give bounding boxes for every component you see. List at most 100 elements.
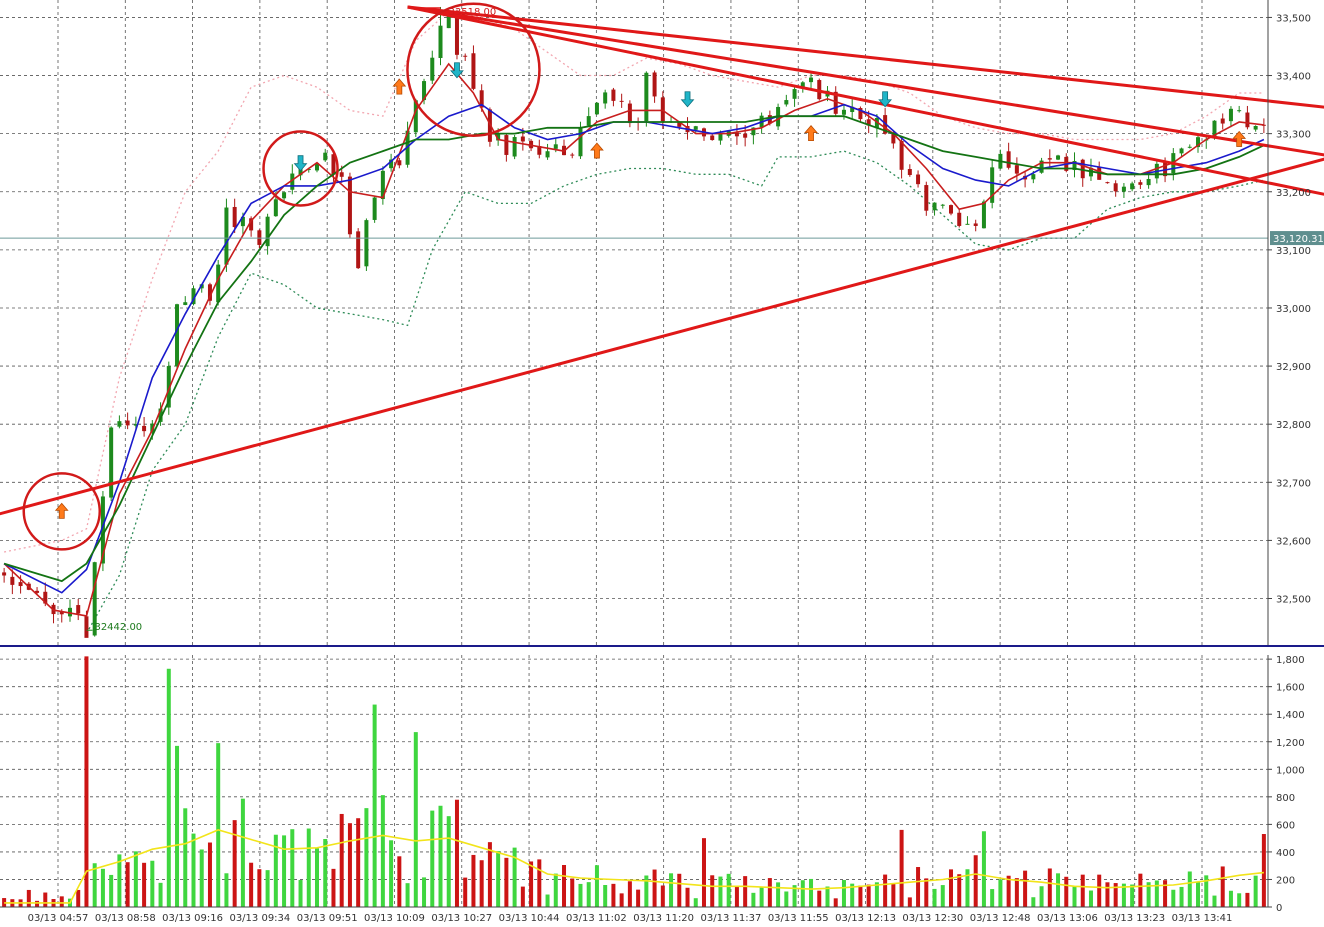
candle-body [981, 201, 986, 229]
volume-bar [471, 854, 476, 907]
volume-tick-label: 0 [1276, 903, 1282, 914]
candle-body [1047, 158, 1052, 160]
candle-body [1130, 183, 1135, 190]
trendline [407, 5, 1324, 157]
candle-body [660, 97, 665, 122]
volume-bar [743, 876, 748, 907]
volume-bar [1072, 885, 1077, 907]
candle-body [841, 109, 846, 115]
volume-bar [1237, 893, 1242, 907]
low-label: 32442.00 [94, 622, 142, 633]
price-tick-label: 33,300 [1276, 130, 1311, 141]
price-tick-label: 32,700 [1276, 478, 1311, 489]
volume-bar [594, 865, 599, 907]
volume-bar [553, 873, 558, 907]
candle-body [438, 25, 443, 58]
volume-bar [133, 851, 138, 907]
candle-body [570, 154, 575, 156]
volume-bar [1056, 873, 1061, 907]
volume-bar [792, 885, 797, 907]
volume-bar [240, 798, 245, 907]
candle-body [1228, 108, 1233, 122]
volume-bar [520, 886, 525, 907]
volume-bar [92, 863, 97, 907]
volume-average-line [4, 829, 1264, 904]
candle-body [397, 160, 402, 166]
candle-body [1056, 155, 1061, 160]
candle-body [240, 216, 245, 227]
candle-body [496, 133, 501, 141]
volume-bar [545, 894, 550, 907]
candle-body [175, 304, 180, 367]
candle-body [1245, 112, 1250, 128]
candle-body [940, 204, 945, 206]
volume-bar [734, 886, 739, 907]
volume-bar [570, 878, 575, 907]
candle-body [1138, 182, 1143, 185]
candle-body [125, 420, 130, 426]
candle-body [463, 55, 468, 57]
candle-body [389, 159, 394, 169]
volume-tick-label: 200 [1276, 875, 1295, 886]
up-arrow-icon [392, 78, 407, 95]
candle-body [430, 57, 435, 81]
price-tick-label: 33,200 [1276, 188, 1311, 199]
price-tick-label: 32,600 [1276, 536, 1311, 547]
volume-bar [858, 885, 863, 907]
lower-band-line [85, 150, 1265, 634]
volume-bar [767, 878, 772, 907]
candle-body [273, 199, 278, 217]
volume-bar [117, 854, 122, 907]
price-grid [0, 0, 1268, 645]
volume-bar [1245, 892, 1250, 907]
up-arrow-icon [804, 125, 818, 142]
candle-body [479, 90, 484, 108]
volume-bar [660, 885, 665, 907]
candle-body [372, 197, 377, 220]
time-tick-label: 03/13 11:37 [701, 913, 762, 924]
up-arrow-icon [590, 142, 604, 159]
volume-bar [389, 840, 394, 907]
volume-bar [166, 668, 171, 907]
volume-bar [529, 861, 534, 907]
highlight-circle [262, 130, 339, 207]
candle-body [35, 590, 40, 593]
volume-bar [430, 810, 435, 907]
volume-bar [1064, 876, 1069, 907]
volume-bar [1212, 895, 1217, 907]
volume-bar [998, 879, 1003, 907]
time-tick-label: 03/13 13:41 [1172, 913, 1233, 924]
trendline [0, 157, 1324, 516]
volume-bar [100, 868, 105, 907]
candle-body [710, 135, 715, 141]
volume-bar [356, 818, 361, 907]
candle-body [751, 127, 756, 136]
candle-body [290, 173, 295, 190]
down-arrow-icon [293, 155, 308, 172]
time-tick-label: 03/13 09:34 [229, 913, 290, 924]
candle-body [454, 13, 459, 55]
volume-bar [454, 799, 459, 907]
volume-bar [1228, 890, 1233, 907]
down-arrow-icon [450, 62, 464, 79]
volume-bar [1146, 882, 1151, 907]
volume-bar [372, 704, 377, 907]
volume-tick-label: 800 [1276, 793, 1295, 804]
candle-body [446, 15, 451, 29]
candle-body [1220, 118, 1225, 124]
down-arrow-icon [878, 91, 892, 108]
candle-body [1146, 178, 1151, 186]
candle-body [973, 223, 978, 226]
volume-bar [199, 849, 204, 907]
volume-bar [751, 892, 756, 907]
candle-body [512, 137, 517, 157]
candle-body [92, 562, 97, 636]
price-tick-label: 32,500 [1276, 595, 1311, 606]
volume-bar [1253, 875, 1258, 907]
candle-body [76, 605, 81, 614]
volume-bar [1097, 874, 1102, 907]
candle-body [586, 116, 591, 126]
candle-body [520, 136, 525, 142]
candle-body [504, 135, 509, 155]
candle-body [471, 53, 476, 89]
